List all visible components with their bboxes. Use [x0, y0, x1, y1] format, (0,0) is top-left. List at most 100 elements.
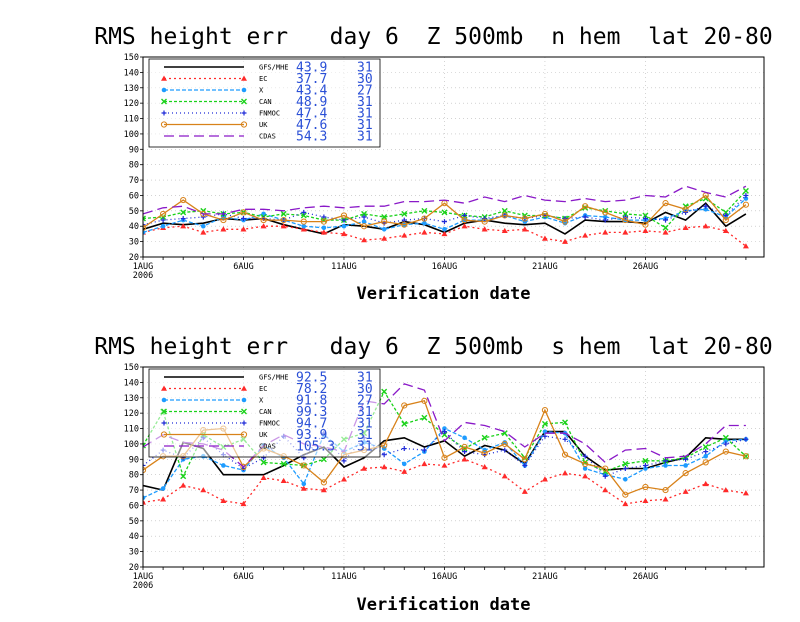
legend-box	[148, 58, 381, 148]
data-point	[161, 110, 167, 116]
data-point	[442, 227, 447, 232]
legend-label: EC	[259, 75, 267, 83]
data-point	[161, 397, 167, 403]
data-point	[160, 496, 167, 502]
data-point	[241, 420, 247, 426]
y-tick-label: 100	[124, 130, 139, 140]
y-tick-label: 90	[129, 455, 139, 465]
data-point	[241, 385, 247, 391]
data-point	[521, 226, 528, 232]
legend-mean-value: 99.3	[296, 405, 327, 420]
data-point	[622, 229, 629, 235]
x-axis-label: Verification date	[357, 284, 531, 304]
data-point	[341, 458, 347, 464]
y-tick-label: 50	[129, 517, 139, 527]
data-point	[381, 235, 388, 241]
data-point	[742, 187, 749, 194]
data-point	[501, 473, 508, 479]
data-point	[241, 87, 247, 93]
data-point	[602, 473, 608, 479]
legend-mean-value: 93.9	[296, 428, 327, 443]
data-point	[582, 473, 589, 479]
y-tick-label: 80	[129, 471, 139, 481]
legend-mean-value: 92.5	[296, 371, 327, 386]
data-point	[702, 223, 709, 229]
data-point	[743, 436, 749, 442]
data-point	[703, 207, 709, 212]
data-point	[461, 216, 468, 224]
data-point	[260, 223, 267, 229]
data-point	[143, 495, 146, 501]
y-tick-label: 110	[124, 425, 139, 435]
data-point	[220, 497, 227, 504]
data-point	[241, 98, 247, 105]
data-point	[722, 448, 729, 455]
data-point	[240, 500, 247, 507]
data-point	[340, 212, 348, 219]
data-point	[481, 434, 488, 441]
legend-mean-value: 91.8	[296, 394, 327, 409]
data-point	[280, 223, 287, 229]
data-point	[143, 442, 146, 449]
data-point	[642, 216, 648, 222]
data-point	[280, 210, 287, 217]
legend-box	[148, 368, 381, 458]
y-tick-label: 90	[129, 145, 139, 155]
legend-label: UK	[259, 121, 268, 129]
data-point	[320, 456, 327, 463]
data-point	[521, 456, 528, 463]
data-point	[622, 491, 629, 498]
data-point	[582, 453, 588, 459]
legend-count-value: 30	[357, 72, 373, 87]
data-point	[521, 215, 528, 222]
data-point	[481, 226, 488, 232]
data-point	[501, 440, 508, 448]
data-point	[300, 218, 307, 225]
legend-count-value: 31	[357, 405, 373, 420]
data-point	[321, 225, 327, 231]
legend-mean-value: 105.3	[296, 440, 335, 455]
legend: GFS/MHE 92.5 31 EC 78.2 30 X 91.8 27 CAN 99.3 31 FNM…	[148, 368, 381, 458]
data-point	[161, 408, 167, 415]
chart-title: RMS height err day 6 Z 500mb n hem lat 2…	[94, 24, 773, 50]
data-point	[421, 215, 428, 222]
data-point	[501, 212, 508, 219]
data-point	[441, 230, 448, 237]
data-point	[320, 487, 327, 493]
x-tick-label: 11AUG	[331, 262, 357, 272]
legend-count-value: 31	[357, 107, 373, 122]
x-tick-label: 6AUG	[233, 262, 253, 272]
data-point	[240, 209, 247, 216]
y-tick-label: 130	[124, 394, 139, 404]
data-point	[143, 499, 146, 505]
y-tick-label: 40	[129, 532, 139, 542]
data-point	[180, 209, 187, 216]
data-point	[441, 454, 448, 461]
data-point	[220, 226, 227, 232]
x-tick-label: 6AUG	[233, 572, 253, 582]
data-point	[320, 479, 327, 486]
data-point	[401, 420, 408, 427]
data-point	[180, 196, 187, 204]
data-point	[340, 230, 347, 237]
data-point	[743, 192, 749, 198]
data-point	[441, 429, 447, 435]
legend-count-value: 27	[357, 84, 373, 99]
legend-mean-value: 37.7	[296, 72, 327, 87]
data-point	[501, 227, 508, 234]
data-point	[160, 217, 166, 223]
data-point	[401, 210, 408, 217]
legend-mean-value: 78.2	[296, 382, 327, 397]
y-tick-label: 30	[129, 548, 139, 558]
data-point	[682, 488, 689, 494]
legend-label: CAN	[259, 98, 272, 106]
data-point	[241, 75, 247, 81]
data-point	[562, 436, 568, 442]
data-point	[723, 441, 729, 447]
data-point	[360, 223, 368, 230]
data-point	[642, 457, 649, 464]
x-tick-label: 21AUG	[532, 572, 558, 582]
data-point	[260, 216, 267, 224]
data-point	[541, 420, 548, 427]
